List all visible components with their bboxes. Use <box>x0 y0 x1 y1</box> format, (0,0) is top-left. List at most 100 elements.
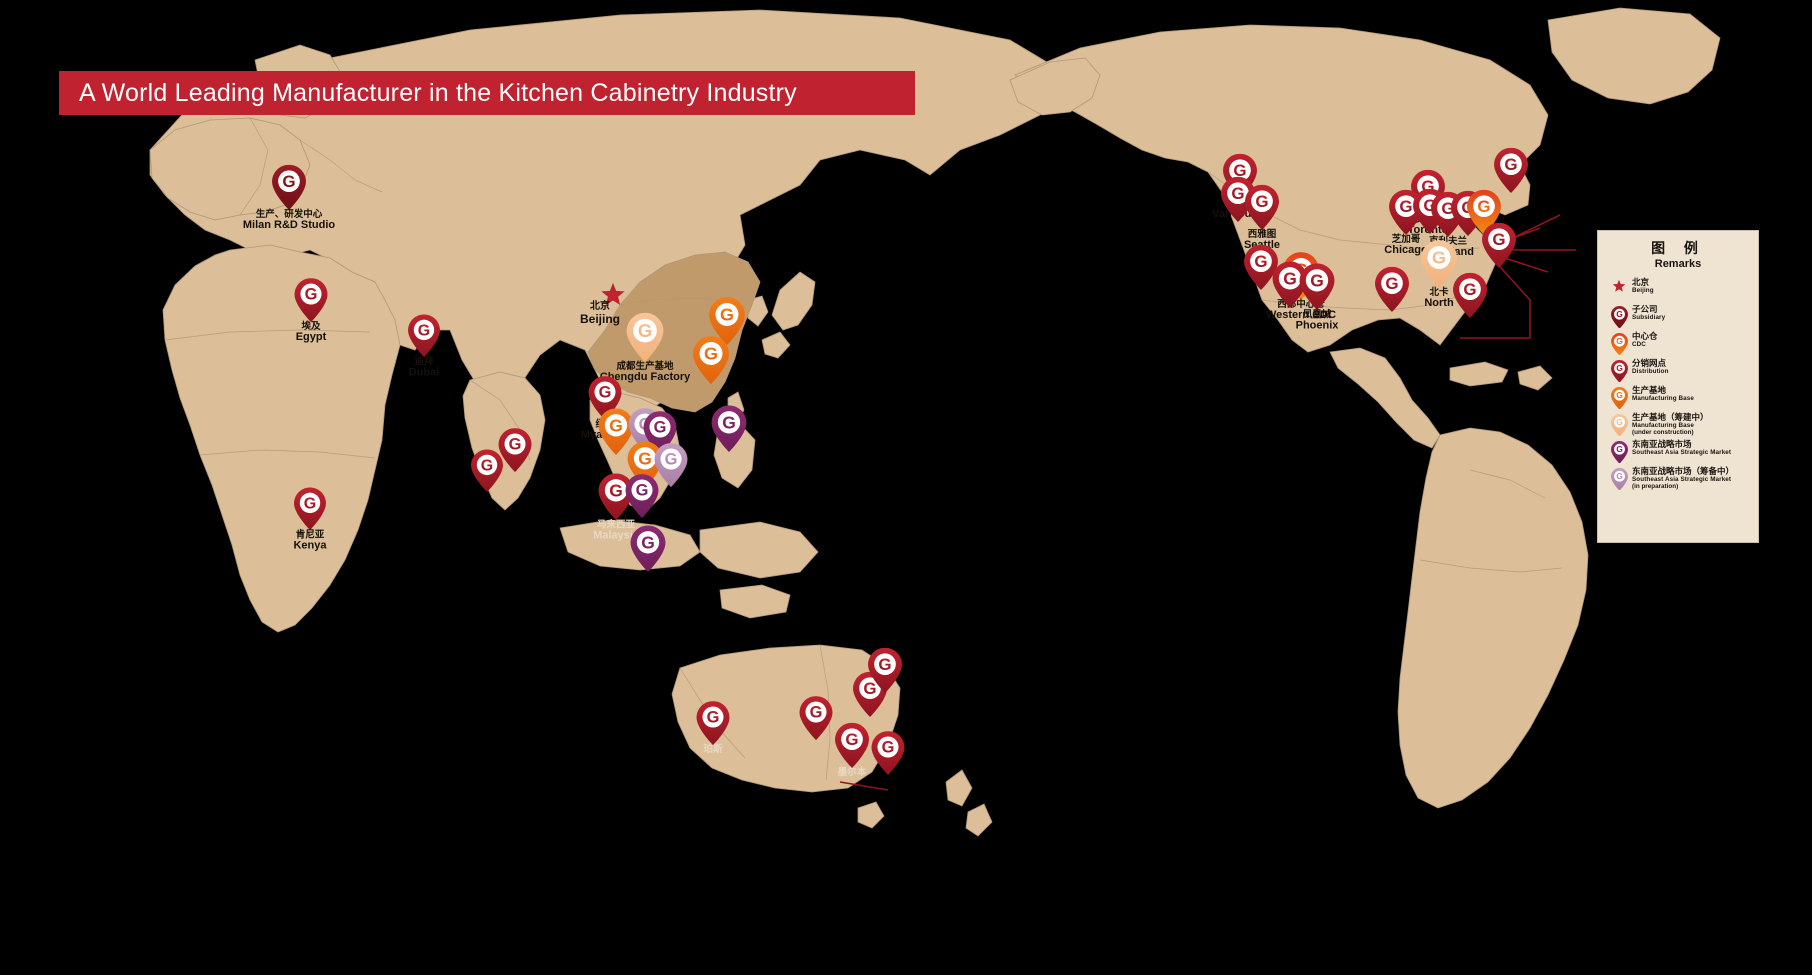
svg-text:G: G <box>1255 192 1268 211</box>
legend-row-4: G 生产基地 Manufacturing Base <box>1606 386 1750 410</box>
svg-text:G: G <box>878 655 891 674</box>
svg-text:G: G <box>704 344 718 364</box>
svg-text:G: G <box>509 436 522 454</box>
legend-label-en2: (in preparation) <box>1632 482 1679 490</box>
map-marker-vancouver-2[interactable]: G <box>1221 176 1255 222</box>
svg-text:G: G <box>1616 363 1623 373</box>
pin-distribution-icon: G <box>471 449 503 492</box>
pin-subsidiary-icon: G <box>272 164 306 210</box>
legend-symbol-7: G <box>1606 467 1632 491</box>
pin-distribution-icon: G <box>588 376 622 420</box>
svg-text:G: G <box>418 322 430 339</box>
map-marker-california[interactable]: G <box>1244 244 1278 290</box>
map-marker-vietnam-south[interactable]: G <box>654 443 688 487</box>
title-banner: A World Leading Manufacturer in the Kitc… <box>59 71 915 115</box>
map-marker-perth[interactable]: G 珀斯 <box>696 701 730 754</box>
map-marker-canberra[interactable]: G <box>871 731 905 775</box>
map-marker-india-south[interactable]: G <box>471 449 503 492</box>
svg-text:G: G <box>609 480 623 500</box>
legend-label-cn: 中心仓 <box>1632 331 1658 342</box>
star-icon <box>1612 279 1626 295</box>
map-marker-philippines[interactable]: G <box>711 405 747 452</box>
pin-manufacturing-icon: G <box>598 408 634 455</box>
map-marker-brisbane[interactable]: G <box>868 647 902 693</box>
legend-row-6: G 东南亚战略市场 Southeast Asia Strategic Market <box>1606 440 1750 464</box>
map-marker-malaysia-east[interactable]: G <box>625 474 659 518</box>
map-marker-dubai[interactable]: G 迪拜 Dubai <box>408 314 440 378</box>
legend-label-en: Manufacturing Base <box>1632 394 1694 402</box>
pin-distribution-icon: G <box>1482 222 1516 268</box>
pin-distribution-icon: G <box>1244 244 1278 290</box>
svg-text:G: G <box>863 679 876 698</box>
pin-distribution-icon: G <box>408 314 440 357</box>
legend-title-cn: 图 例 <box>1651 241 1705 257</box>
legend-symbol-0 <box>1606 278 1632 295</box>
map-marker-seattle[interactable]: G 西雅图Seattle <box>1244 184 1280 251</box>
pin-distribution-icon: G <box>1221 176 1255 222</box>
beijing-star-icon <box>600 282 626 313</box>
svg-text:G: G <box>722 412 736 432</box>
map-marker-chengdu-factory[interactable]: G 成都生产基地 Chengdu Factory <box>600 312 690 383</box>
legend-label-en: Subsidiary <box>1632 313 1666 321</box>
legend-symbol-4: G <box>1606 386 1632 410</box>
legend-row-0: 北京 Beijing <box>1606 278 1750 302</box>
svg-text:G: G <box>1616 390 1623 400</box>
map-marker-east-china-south[interactable]: G <box>693 336 729 384</box>
map-marker-indonesia[interactable]: G <box>630 525 666 572</box>
map-marker-western-cdc-2[interactable]: G <box>1272 261 1308 308</box>
legend-label-en: Beijing <box>1632 286 1654 294</box>
legend-text-4: 生产基地 Manufacturing Base <box>1632 386 1750 403</box>
svg-text:G: G <box>845 730 858 749</box>
legend-label-cn: 分销网点 <box>1632 358 1667 369</box>
pin-distribution-icon: G <box>799 696 833 740</box>
legend-title-en: Remarks <box>1654 258 1702 271</box>
map-marker-new-england[interactable]: G <box>1494 147 1528 193</box>
map-marker-melbourne[interactable]: G 墨尔本 <box>835 722 869 777</box>
map-marker-phoenix[interactable]: G 凤凰城 Phoenix <box>1296 263 1338 331</box>
pin-subsidiary-icon: G <box>1610 305 1628 329</box>
legend-title: 图 例 Remarks <box>1606 241 1750 271</box>
map-marker-texas[interactable]: G <box>1375 266 1409 312</box>
legend-symbol-5: G <box>1606 413 1632 437</box>
pin-manufacturing-icon: G <box>709 297 745 345</box>
svg-text:G: G <box>1385 274 1398 293</box>
star-icon <box>601 282 625 306</box>
svg-text:G: G <box>636 482 649 500</box>
pin-sea-icon: G <box>1610 440 1628 464</box>
legend-label-en: Southeast Asia Strategic Market <box>1632 475 1732 483</box>
pin-manufacturing-uc-icon: G <box>1610 413 1628 437</box>
map-marker-east-coast[interactable]: G <box>1482 222 1516 268</box>
legend-text-3: 分销网点 Distribution <box>1632 359 1750 376</box>
map-marker-egypt[interactable]: G 埃及 Egypt <box>294 278 328 343</box>
pin-manufacturing-uc-icon: G <box>626 312 664 362</box>
legend-row-1: G 子公司 Subsidiary <box>1606 305 1750 329</box>
map-marker-east-china-north[interactable]: G <box>709 297 745 345</box>
svg-text:G: G <box>1616 471 1623 481</box>
legend-symbol-6: G <box>1606 440 1632 464</box>
map-marker-florida[interactable]: G <box>1453 272 1487 318</box>
map-marker-adelaide[interactable]: G <box>799 696 833 740</box>
legend-text-2: 中心仓 CDC <box>1632 332 1750 349</box>
pin-manufacturing-icon: G <box>1610 386 1628 410</box>
map-marker-north-carolina[interactable]: G 北卡 North <box>1421 240 1457 309</box>
map-marker-milan[interactable]: G 生产、研发中心 Milan R&D Studio <box>243 164 335 231</box>
svg-text:G: G <box>599 384 612 402</box>
svg-text:G: G <box>707 709 720 727</box>
map-marker-thailand[interactable]: G <box>598 408 634 455</box>
pin-distribution-icon: G <box>1245 184 1279 230</box>
pin-sea-prep-icon: G <box>654 443 688 487</box>
map-marker-india-west[interactable]: G <box>498 428 532 472</box>
svg-text:G: G <box>305 286 318 304</box>
map-marker-kenya[interactable]: G 肯尼亚 Kenya <box>293 487 327 551</box>
legend-label-cn: 生产基地 <box>1632 385 1667 396</box>
pin-sea-prep-icon: G <box>1610 467 1628 491</box>
svg-text:G: G <box>654 419 667 437</box>
svg-text:G: G <box>481 457 493 474</box>
svg-text:G: G <box>1616 336 1623 346</box>
svg-text:G: G <box>1492 230 1505 249</box>
pin-distribution-icon: G <box>696 701 730 745</box>
legend-label-en2: (under construction) <box>1632 428 1694 436</box>
svg-text:G: G <box>1432 248 1446 268</box>
